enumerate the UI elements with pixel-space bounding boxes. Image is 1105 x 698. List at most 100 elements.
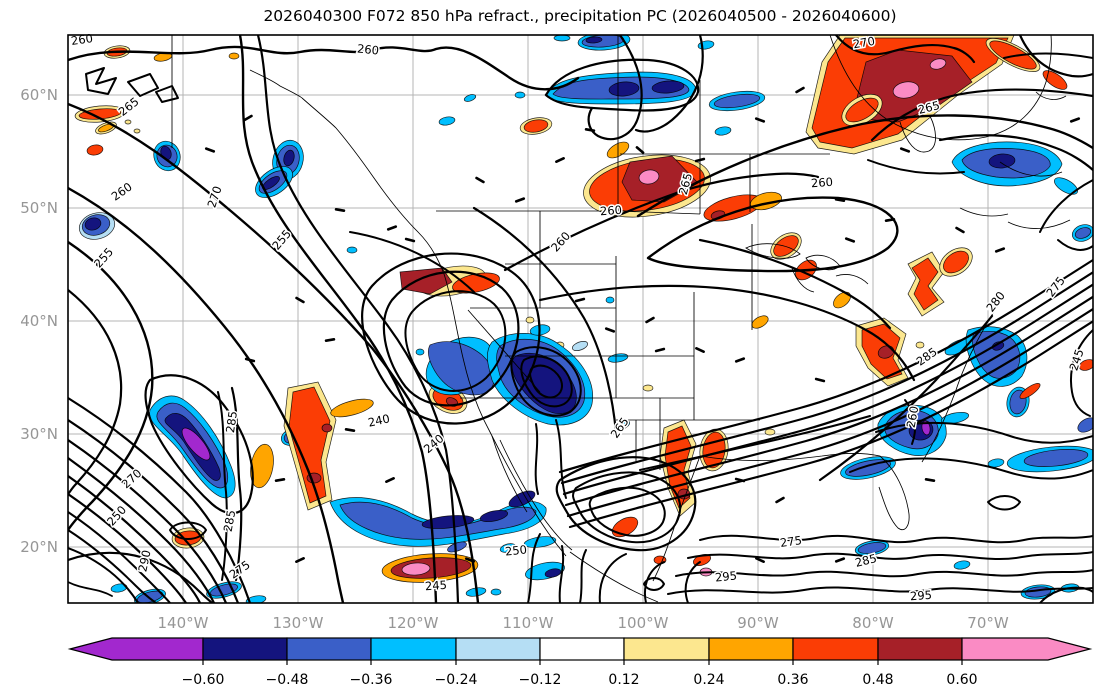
contour-line [566, 307, 1093, 518]
contour-label: 260 [600, 203, 623, 218]
anomaly-patch [330, 398, 374, 418]
contour-line [68, 511, 171, 603]
anomaly-patch [1042, 70, 1068, 90]
contour-line [904, 399, 917, 445]
contour-speck [695, 347, 705, 353]
contour-label: 265 [917, 98, 942, 117]
colorbar-tick-label: 0.60 [946, 672, 977, 688]
contour-line [588, 486, 666, 537]
contour-line [238, 35, 438, 603]
contour-line [169, 521, 207, 540]
anomaly-patch [346, 246, 358, 254]
colorbar-segment [286, 637, 372, 661]
contour-speck [694, 157, 706, 163]
contour-speck [899, 147, 911, 153]
anomaly-patch [544, 568, 562, 578]
contour-line [564, 295, 1093, 507]
contour-speck [344, 428, 356, 432]
contour-line [68, 551, 214, 603]
anomaly-patch [553, 35, 571, 42]
anomaly-patch [697, 40, 715, 50]
contour-line [1003, 52, 1093, 59]
contour-line [529, 364, 563, 399]
contour-line [404, 290, 507, 392]
anomaly-patch [773, 235, 799, 257]
anomaly-patch [415, 348, 425, 356]
contour-speck [514, 197, 526, 203]
contour-line [520, 355, 573, 408]
anomaly-patch [499, 543, 517, 553]
contour-line [867, 159, 965, 175]
geo-border [959, 91, 1067, 217]
contour-layer [68, 35, 1093, 603]
anomaly-patch [987, 458, 1005, 468]
geo-border-layer [171, 35, 1071, 603]
colorbar-segment [202, 637, 288, 661]
contour-line [639, 415, 871, 471]
contour-line [870, 88, 1093, 142]
colorbar-segment [708, 637, 794, 661]
anomaly-patch [943, 250, 969, 274]
anomaly-patch [321, 423, 333, 433]
contour-line [68, 474, 202, 603]
anomaly-patch [572, 341, 588, 351]
contour-line [687, 551, 1093, 560]
contour-line [68, 547, 139, 603]
anomaly-patch [523, 119, 549, 133]
contour-line [503, 172, 820, 272]
contour-line [527, 533, 541, 603]
anomaly-patch [181, 427, 211, 461]
contour-line [1039, 586, 1093, 603]
colorbar-tick-label: 0.12 [608, 672, 639, 688]
contour-label: 270 [852, 34, 876, 52]
contour-label: 260 [904, 405, 922, 429]
x-tick-label: 90°W [737, 614, 779, 632]
colorbar-arrow-right [961, 637, 1093, 661]
anomaly-patch [514, 91, 526, 99]
anomaly-patch [940, 411, 970, 425]
contour-line [555, 419, 567, 499]
contour-line [127, 73, 159, 97]
contour-label: 250 [504, 542, 527, 558]
contour-line [558, 545, 565, 603]
geo-border [745, 243, 801, 259]
contour-label: 260 [70, 31, 94, 48]
anomaly-patch [608, 81, 640, 97]
contour-line [587, 35, 643, 141]
contour-speck [475, 176, 485, 184]
contour-line [68, 186, 345, 603]
geo-border [829, 35, 1052, 141]
contour-speck [734, 357, 746, 363]
contour-line [834, 35, 976, 64]
contour-speck [295, 296, 305, 304]
colorbar-tick-label: 0.48 [862, 672, 893, 688]
contour-line [667, 586, 1093, 595]
anomaly-patch [751, 315, 769, 329]
colorbar-segment [539, 637, 625, 661]
contour-line [68, 581, 113, 597]
contour-line [534, 423, 539, 495]
geo-border [569, 551, 659, 603]
contour-line [562, 283, 1093, 496]
contour-label: 270 [204, 184, 224, 209]
contour-label: 270 [119, 466, 145, 491]
x-tick-label: 110°W [503, 614, 554, 632]
contour-label: 290 [135, 549, 153, 573]
anomaly-patch [929, 58, 947, 70]
contour-speck [385, 477, 395, 483]
contour-line [699, 534, 1093, 544]
y-tick-label: 40°N [20, 312, 58, 330]
colorbar-segment [370, 637, 457, 661]
colorbar-tick-label: 0.24 [693, 672, 724, 688]
anomaly-patch [845, 97, 879, 123]
contour-label: 260 [811, 175, 834, 190]
contour-label: 260 [548, 229, 573, 255]
anomaly-patch [84, 217, 102, 231]
contour-line [68, 456, 216, 603]
contour-speck [884, 218, 896, 222]
y-tick-label: 30°N [20, 425, 58, 443]
anomaly-patch [401, 562, 431, 576]
speck-layer [204, 86, 1081, 563]
